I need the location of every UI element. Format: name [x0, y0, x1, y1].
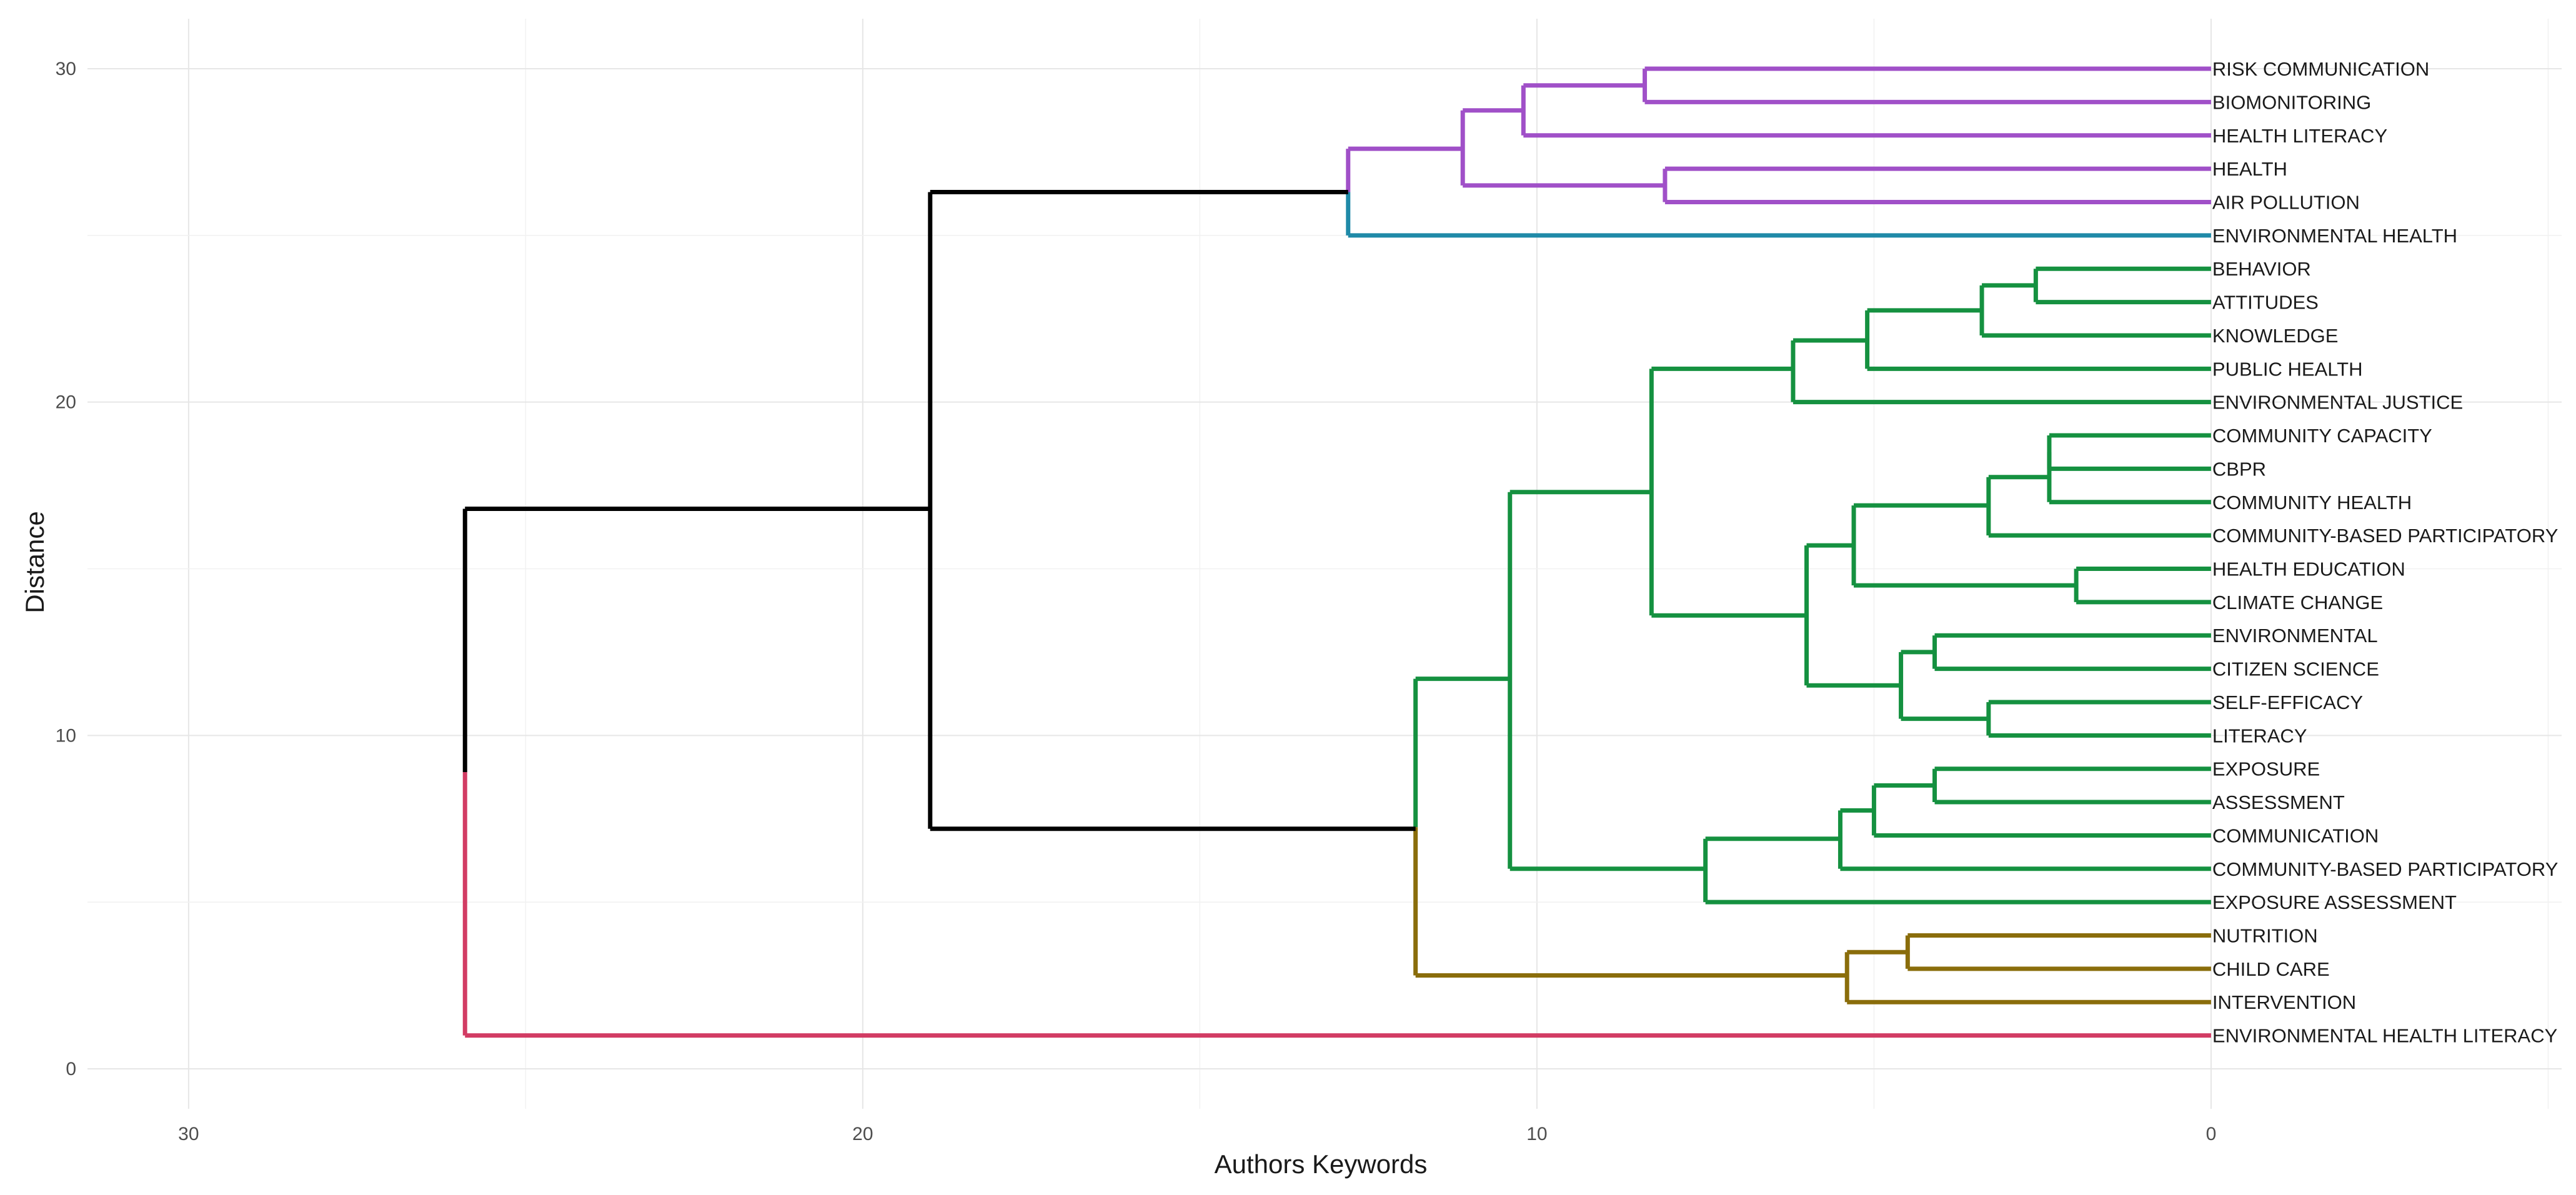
leaf-label: COMMUNICATION: [2212, 825, 2379, 846]
leaf-label: AIR POLLUTION: [2212, 192, 2360, 214]
leaf-label: COMMUNITY-BASED PARTICIPATORY: [2212, 525, 2559, 547]
leaf-label: PUBLIC HEALTH: [2212, 358, 2363, 380]
x-axis-ticks: 30 20 10 0: [178, 1124, 2216, 1144]
leaf-label: INTERVENTION: [2212, 991, 2356, 1013]
leaf-label: BIOMONITORING: [2212, 91, 2371, 113]
leaf-label: EXPOSURE: [2212, 758, 2320, 780]
leaf-label: EXPOSURE ASSESSMENT: [2212, 891, 2457, 913]
leaf-label: ATTITUDES: [2212, 292, 2319, 314]
leaf-label: KNOWLEDGE: [2212, 325, 2339, 347]
leaf-label: COMMUNITY-BASED PARTICIPATORY: [2212, 858, 2559, 880]
leaf-label: CITIZEN SCIENCE: [2212, 658, 2379, 680]
grid: [87, 19, 2562, 1109]
leaf-label: CLIMATE CHANGE: [2212, 592, 2383, 613]
leaf-label: HEALTH LITERACY: [2212, 125, 2387, 147]
y-axis-title: Distance: [20, 511, 49, 613]
x-tick-label: 0: [2206, 1124, 2217, 1144]
leaf-label: SELF-EFFICACY: [2212, 692, 2363, 713]
y-tick-label: 10: [56, 725, 76, 746]
leaf-label: NUTRITION: [2212, 925, 2318, 947]
x-tick-label: 30: [178, 1124, 199, 1144]
leaf-label: CHILD CARE: [2212, 958, 2330, 980]
leaf-label: ENVIRONMENTAL: [2212, 625, 2378, 647]
y-tick-label: 20: [56, 392, 76, 413]
leaf-label: BEHAVIOR: [2212, 258, 2311, 280]
branches: [462, 66, 2211, 1038]
leaf-label: COMMUNITY CAPACITY: [2212, 425, 2432, 447]
leaf-label: RISK COMMUNICATION: [2212, 58, 2429, 80]
leaf-label: ENVIRONMENTAL HEALTH LITERACY: [2212, 1025, 2557, 1047]
leaf-label: COMMUNITY HEALTH: [2212, 492, 2412, 513]
leaf-label: ENVIRONMENTAL HEALTH: [2212, 225, 2457, 247]
leaf-label: HEALTH EDUCATION: [2212, 558, 2405, 580]
y-tick-label: 0: [66, 1059, 76, 1079]
leaf-labels: RISK COMMUNICATION BIOMONITORING HEALTH LI…: [2212, 58, 2559, 1047]
leaf-label: ENVIRONMENTAL JUSTICE: [2212, 392, 2463, 414]
leaf-label: CBPR: [2212, 458, 2266, 480]
x-axis-title: Authors Keywords: [1215, 1149, 1428, 1179]
leaf-label: HEALTH: [2212, 158, 2287, 180]
y-axis-ticks: 0 10 20 30: [56, 59, 76, 1079]
y-tick-label: 30: [56, 59, 76, 79]
x-tick-label: 10: [1526, 1124, 1547, 1144]
leaf-label: LITERACY: [2212, 725, 2307, 746]
x-tick-label: 20: [852, 1124, 873, 1144]
leaf-label: ASSESSMENT: [2212, 791, 2345, 813]
